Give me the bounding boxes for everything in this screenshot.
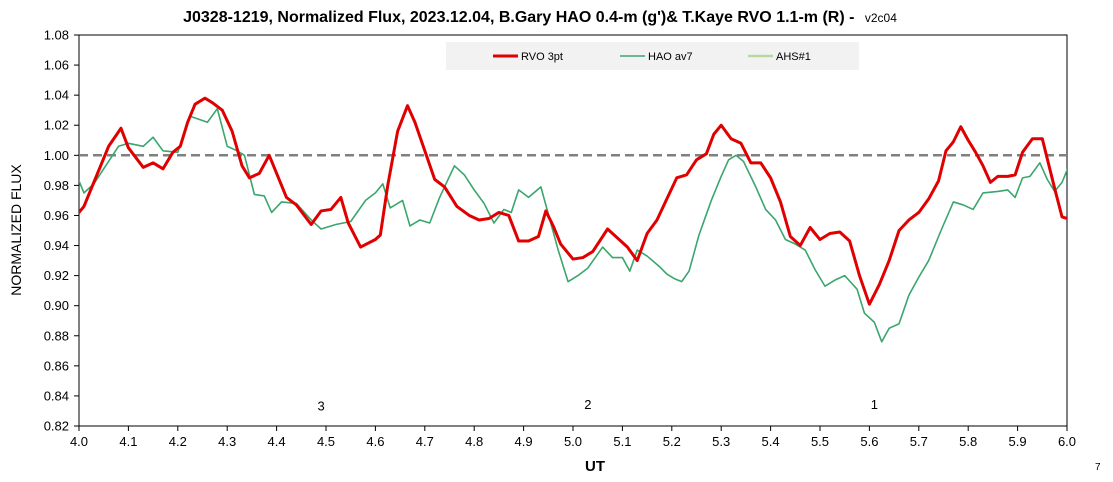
y-tick-label: 0.98 xyxy=(44,178,69,193)
x-tick-label: 4.4 xyxy=(268,434,286,449)
x-tick-label: 4.7 xyxy=(416,434,434,449)
x-axis-label: UT xyxy=(585,458,605,475)
chart-title-main: J0328-1219, Normalized Flux, 2023.12.04,… xyxy=(183,9,854,26)
x-tick-label: 6.0 xyxy=(1058,434,1076,449)
y-tick-label: 0.86 xyxy=(44,358,69,373)
x-tick-label: 5.9 xyxy=(1009,434,1027,449)
x-tick-label: 4.3 xyxy=(218,434,236,449)
x-tick-label: 4.1 xyxy=(119,434,137,449)
x-tick-label: 5.6 xyxy=(860,434,878,449)
x-tick-label: 5.4 xyxy=(762,434,780,449)
annotation-label: 2 xyxy=(584,397,591,412)
x-tick-label: 4.5 xyxy=(317,434,335,449)
y-tick-label: 1.04 xyxy=(44,88,69,103)
y-tick-label: 0.82 xyxy=(44,419,69,434)
x-tick-label: 4.8 xyxy=(465,434,483,449)
y-tick-label: 0.90 xyxy=(44,298,69,313)
chart-title-version: v2c04 xyxy=(865,11,897,25)
x-tick-label: 4.2 xyxy=(169,434,187,449)
annotations-layer: 3 2 1 xyxy=(317,397,878,414)
x-tick-label: 5.7 xyxy=(910,434,928,449)
annotation-label: 3 xyxy=(317,398,324,413)
x-tick-label: 5.1 xyxy=(613,434,631,449)
y-tick-label: 1.00 xyxy=(44,148,69,163)
x-axis-ticks: 4.0 4.1 4.2 4.3 4.4 4.5 4.6 4.7 4.8 4.9 5.0 5.1 5.2 5… xyxy=(70,426,1076,449)
x-tick-label: 5.2 xyxy=(663,434,681,449)
series-layer xyxy=(79,96,1067,343)
chart-title: J0328-1219, Normalized Flux, 2023.12.04,… xyxy=(183,9,897,26)
x-tick-label: 5.3 xyxy=(712,434,730,449)
x-tick-label: 5.5 xyxy=(811,434,829,449)
x-tick-label: 4.9 xyxy=(515,434,533,449)
corner-label: 7 xyxy=(1095,462,1101,473)
legend-label: RVO 3pt xyxy=(521,51,563,63)
x-tick-label: 4.0 xyxy=(70,434,88,449)
y-tick-label: 0.84 xyxy=(44,388,69,403)
y-tick-label: 0.96 xyxy=(44,208,69,223)
legend: RVO 3pt HAO av7 AHS#1 xyxy=(446,42,859,70)
x-tick-label: 4.6 xyxy=(366,434,384,449)
y-axis-ticks: 0.82 0.84 0.86 0.88 0.90 0.92 0.94 0.96 0.98 1.00… xyxy=(44,28,79,434)
y-tick-label: 0.88 xyxy=(44,328,69,343)
legend-label: AHS#1 xyxy=(776,51,811,63)
y-tick-label: 1.06 xyxy=(44,58,69,73)
annotation-label: 1 xyxy=(871,397,878,412)
series-line-rvo-3pt xyxy=(79,96,1067,306)
y-tick-label: 1.02 xyxy=(44,118,69,133)
legend-label: HAO av7 xyxy=(648,51,693,63)
x-tick-label: 5.8 xyxy=(959,434,977,449)
x-tick-label: 5.0 xyxy=(564,434,582,449)
y-tick-label: 0.94 xyxy=(44,238,69,253)
series-line-hao-av7 xyxy=(79,107,1067,343)
y-tick-label: 1.08 xyxy=(44,28,69,43)
y-tick-label: 0.92 xyxy=(44,268,69,283)
y-axis-label: NORMALIZED FLUX xyxy=(8,164,24,296)
